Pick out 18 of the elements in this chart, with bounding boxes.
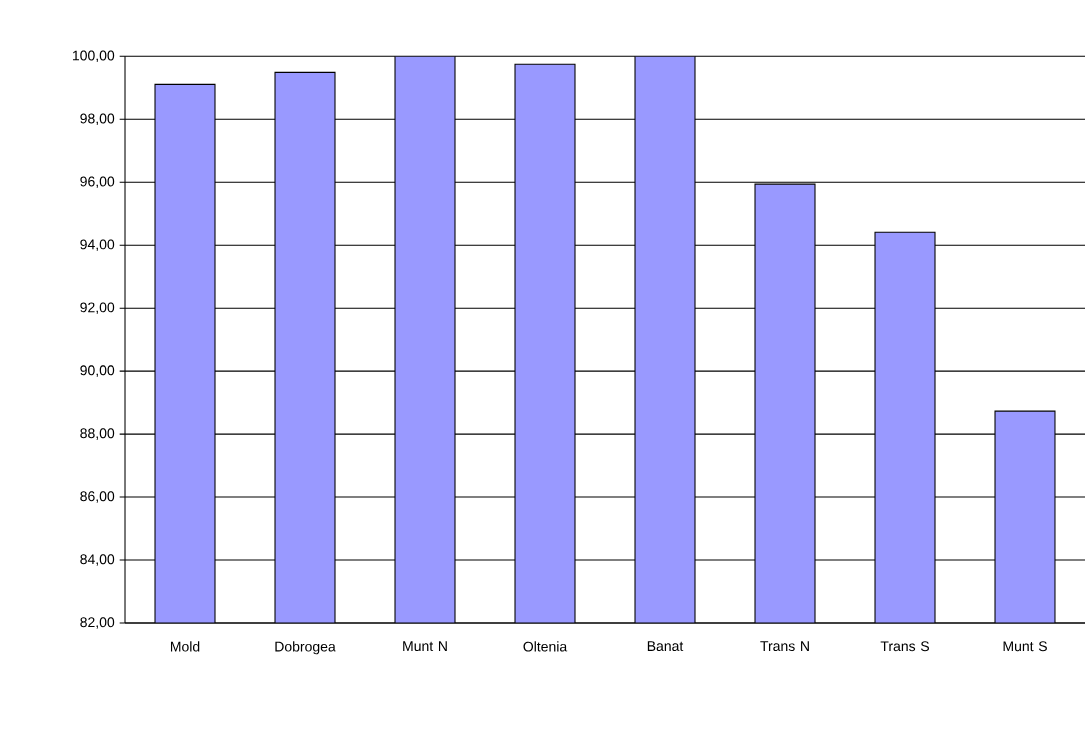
x-tick-label: Munt S — [1003, 641, 1047, 652]
y-tick-label: 94,00 — [80, 239, 115, 252]
y-tick-label: 100,00 — [72, 50, 115, 63]
y-tick-label: 82,00 — [80, 617, 115, 629]
x-tick-label: Oltenia — [523, 641, 568, 652]
y-tick-label: 90,00 — [80, 365, 115, 377]
y-tick-label: 88,00 — [80, 428, 115, 440]
x-tick-label: Dobrogea — [275, 641, 336, 655]
x-tick-label: Munt N — [403, 641, 447, 652]
x-tick-label: Trans S — [880, 641, 929, 652]
y-tick-label: 96,00 — [80, 176, 115, 189]
x-tick-label: Trans N — [760, 641, 809, 652]
y-tick-label: 98,00 — [80, 113, 115, 126]
y-tick-label: 84,00 — [80, 554, 115, 566]
y-tick-label: 92,00 — [80, 302, 115, 314]
y-tick-label: 86,00 — [80, 491, 115, 503]
x-tick-label: Banat — [647, 641, 684, 652]
x-tick-label: Mold — [170, 641, 200, 652]
